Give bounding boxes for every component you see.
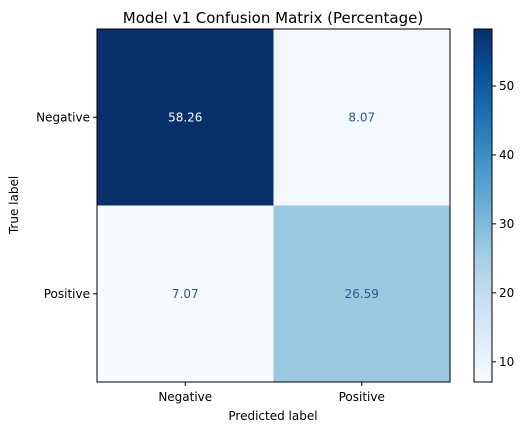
y-axis-ticks: Negative Positive xyxy=(36,110,97,301)
heatmap-cell xyxy=(273,29,450,206)
cell-value-label: 26.59 xyxy=(345,287,379,301)
colorbar-tick-label: 40 xyxy=(499,148,514,162)
plot-frame xyxy=(96,28,451,383)
colorbar-tick-label: 20 xyxy=(499,286,514,300)
colorbar-tick-label: 30 xyxy=(499,217,514,231)
x-tick-label: Positive xyxy=(339,390,385,404)
x-axis-label: Predicted label xyxy=(228,409,317,423)
chart-title: Model v1 Confusion Matrix (Percentage) xyxy=(123,9,423,27)
colorbar-ticks: 10 20 30 40 50 xyxy=(492,79,514,369)
cell-value-label: 8.07 xyxy=(348,110,375,124)
cell-value-label: 58.26 xyxy=(168,110,202,124)
x-tick-label: Negative xyxy=(158,390,212,404)
y-tick-label: Positive xyxy=(44,287,90,301)
y-axis-label: True label xyxy=(7,176,21,235)
heatmap-cell xyxy=(273,205,450,382)
heatmap-cells: 58.26 8.07 7.07 26.59 xyxy=(97,29,450,382)
heatmap-cell xyxy=(97,205,274,382)
cell-value-label: 7.07 xyxy=(172,287,199,301)
colorbar-tick-label: 10 xyxy=(499,355,514,369)
y-tick-label: Negative xyxy=(36,110,90,124)
colorbar-tick-label: 50 xyxy=(499,79,514,93)
heatmap-cell xyxy=(97,29,274,206)
colorbar xyxy=(473,28,493,383)
x-axis-ticks: Negative Positive xyxy=(158,382,385,404)
